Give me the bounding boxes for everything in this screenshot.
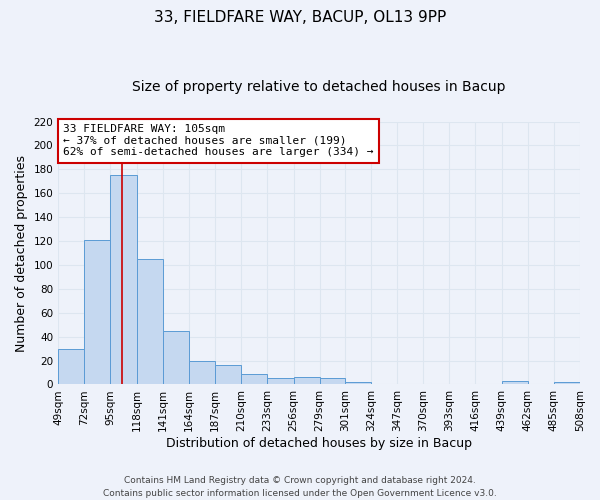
Title: Size of property relative to detached houses in Bacup: Size of property relative to detached ho… xyxy=(133,80,506,94)
Bar xyxy=(241,374,268,384)
Bar xyxy=(554,382,580,384)
Text: 33 FIELDFARE WAY: 105sqm
← 37% of detached houses are smaller (199)
62% of semi-: 33 FIELDFARE WAY: 105sqm ← 37% of detach… xyxy=(64,124,374,158)
Bar xyxy=(293,378,320,384)
Bar xyxy=(137,259,163,384)
Bar xyxy=(163,330,189,384)
Bar xyxy=(344,382,371,384)
Bar xyxy=(502,381,528,384)
Bar xyxy=(268,378,293,384)
Bar xyxy=(320,378,344,384)
Bar xyxy=(189,360,215,384)
Y-axis label: Number of detached properties: Number of detached properties xyxy=(15,154,28,352)
X-axis label: Distribution of detached houses by size in Bacup: Distribution of detached houses by size … xyxy=(166,437,472,450)
Bar xyxy=(215,366,241,384)
Bar xyxy=(58,348,85,384)
Bar xyxy=(110,176,137,384)
Text: Contains HM Land Registry data © Crown copyright and database right 2024.
Contai: Contains HM Land Registry data © Crown c… xyxy=(103,476,497,498)
Bar xyxy=(85,240,110,384)
Text: 33, FIELDFARE WAY, BACUP, OL13 9PP: 33, FIELDFARE WAY, BACUP, OL13 9PP xyxy=(154,10,446,25)
